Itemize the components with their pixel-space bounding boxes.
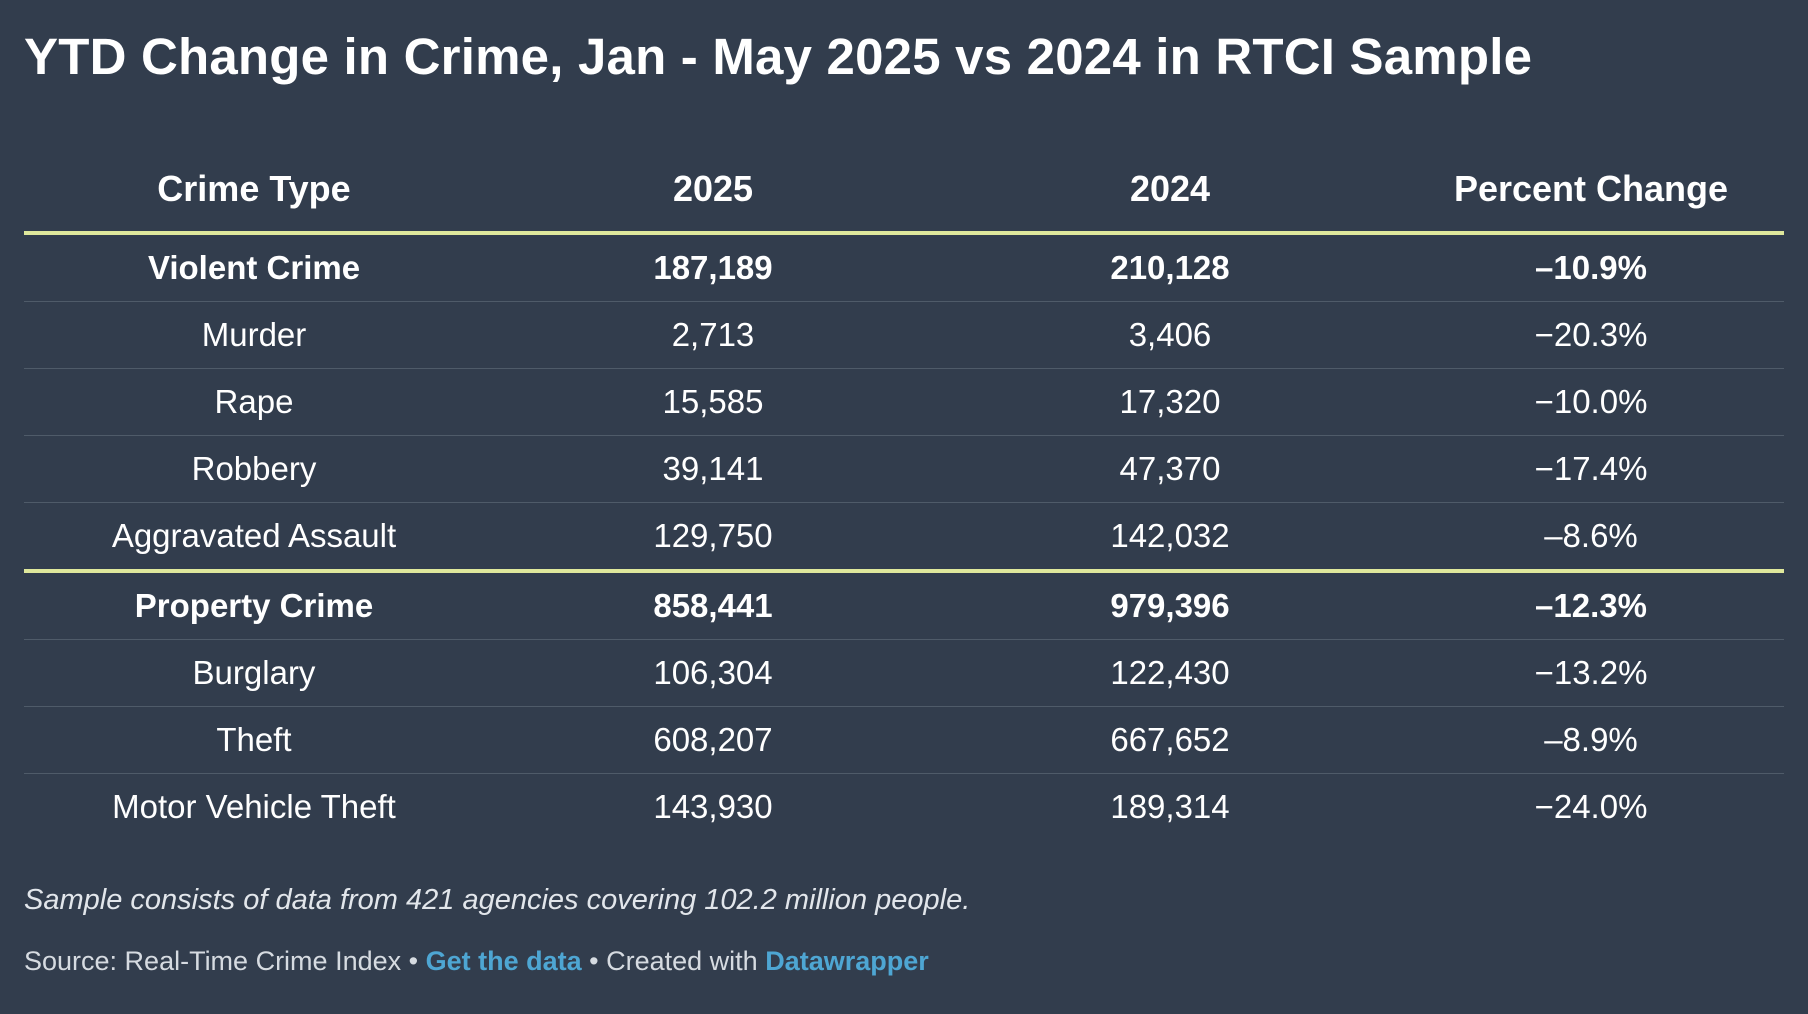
source-text: Source: Real-Time Crime Index	[24, 946, 402, 976]
table-row: Rape 15,585 17,320 −10.0%	[24, 368, 1784, 436]
percent-change-cell: −17.4%	[1398, 435, 1784, 503]
crime-type-cell: Theft	[24, 706, 484, 774]
value-2024-cell: 210,128	[942, 233, 1398, 302]
percent-change-cell: –8.6%	[1398, 502, 1784, 573]
table-row: Aggravated Assault 129,750 142,032 –8.6%	[24, 502, 1784, 573]
column-header-percent-change: Percent Change	[1398, 147, 1784, 235]
table-row: Motor Vehicle Theft 143,930 189,314 −24.0%	[24, 774, 1784, 841]
footer-separator: •	[581, 946, 607, 976]
percent-change-cell: −24.0%	[1534, 788, 1648, 825]
table-row: Violent Crime 187,189 210,128 –10.9%	[24, 233, 1784, 302]
percent-change-cell: –12.3%	[1398, 571, 1784, 640]
value-2025-cell: 15,585	[484, 368, 942, 436]
value-2025-cell: 608,207	[484, 706, 942, 774]
table-header-row: Crime Type 2025 2024 Percent Change	[24, 147, 1784, 235]
value-2024-cell: 142,032	[942, 502, 1398, 573]
crime-type-cell: Property Crime	[24, 571, 484, 640]
value-2024-cell: 667,652	[942, 706, 1398, 774]
percent-change-cell: –10.9%	[1398, 233, 1784, 302]
value-2025-cell: 2,713	[484, 301, 942, 369]
value-2024-cell: 3,406	[942, 301, 1398, 369]
crime-type-cell: Motor Vehicle Theft	[112, 788, 396, 825]
percent-change-cell: –8.9%	[1398, 706, 1784, 774]
sample-note: Sample consists of data from 421 agencie…	[24, 884, 971, 916]
value-2024-cell: 17,320	[942, 368, 1398, 436]
value-2025-cell: 143,930	[653, 788, 773, 825]
table-row: Theft 608,207 667,652 –8.9%	[24, 706, 1784, 774]
column-header-crime-type: Crime Type	[24, 147, 484, 235]
percent-change-cell: −10.0%	[1398, 368, 1784, 436]
value-2024-cell: 122,430	[942, 639, 1398, 707]
value-2024-cell: 979,396	[942, 571, 1398, 640]
datawrapper-link[interactable]: Datawrapper	[765, 946, 929, 976]
table-row: Murder 2,713 3,406 −20.3%	[24, 301, 1784, 369]
footer-separator: •	[401, 946, 426, 976]
value-2025-cell: 106,304	[484, 639, 942, 707]
column-header-2024: 2024	[942, 147, 1398, 235]
crime-type-cell: Murder	[24, 301, 484, 369]
chart-title: YTD Change in Crime, Jan - May 2025 vs 2…	[24, 28, 1533, 85]
crime-type-cell: Violent Crime	[24, 233, 484, 302]
crime-type-cell: Rape	[24, 368, 484, 436]
value-2025-cell: 187,189	[484, 233, 942, 302]
value-2025-cell: 858,441	[484, 571, 942, 640]
percent-change-cell: −13.2%	[1398, 639, 1784, 707]
table-row: Burglary 106,304 122,430 −13.2%	[24, 639, 1784, 707]
table-row: Robbery 39,141 47,370 −17.4%	[24, 435, 1784, 503]
table-body: Violent Crime 187,189 210,128 –10.9% Murder 2…	[24, 233, 1784, 840]
value-2025-cell: 129,750	[484, 502, 942, 573]
crime-type-cell: Robbery	[24, 435, 484, 503]
percent-change-cell: −20.3%	[1398, 301, 1784, 369]
created-with-text: Created with	[606, 946, 758, 976]
table-row: Property Crime 858,441 979,396 –12.3%	[24, 571, 1784, 640]
value-2025-cell: 39,141	[484, 435, 942, 503]
column-header-2025: 2025	[484, 147, 942, 235]
footer: Source: Real-Time Crime Index • Get the …	[24, 946, 929, 977]
value-2024-cell: 47,370	[942, 435, 1398, 503]
get-the-data-link[interactable]: Get the data	[425, 946, 582, 976]
crime-type-cell: Aggravated Assault	[24, 502, 484, 573]
value-2024-cell: 189,314	[1110, 788, 1230, 825]
crime-table: Crime Type 2025 2024 Percent Change Viol…	[24, 147, 1784, 840]
crime-type-cell: Burglary	[24, 639, 484, 707]
